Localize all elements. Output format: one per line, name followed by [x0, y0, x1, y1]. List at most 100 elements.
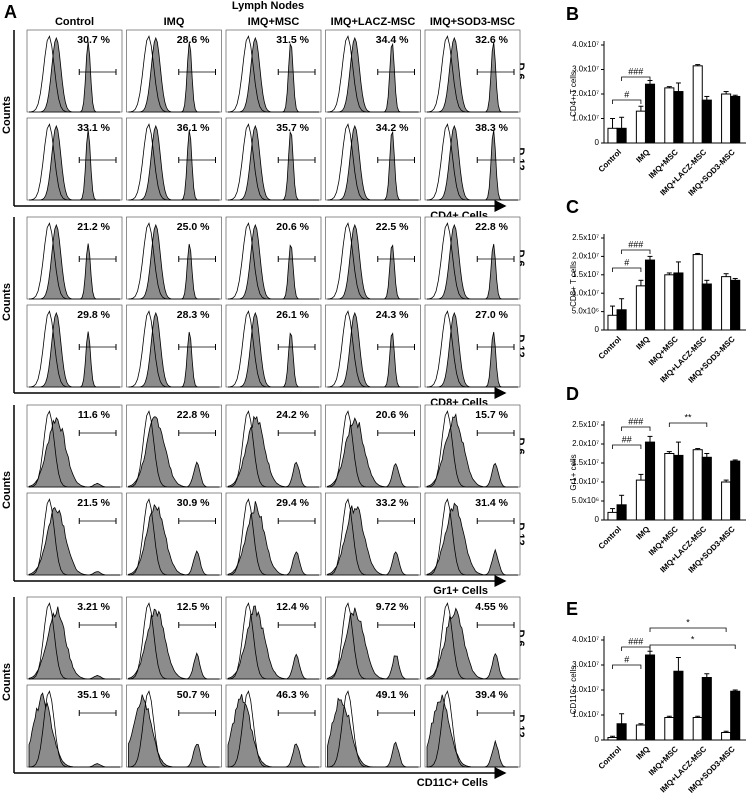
histogram-frame	[325, 216, 421, 300]
column-header: Control	[55, 16, 94, 28]
control-histogram	[128, 602, 220, 680]
histogram	[128, 608, 220, 680]
significance-mark: *	[686, 617, 690, 627]
y-axis-label: CD4+ T cells	[569, 71, 578, 117]
significance-mark: ###	[628, 416, 643, 426]
bar	[692, 449, 703, 521]
y-tick-label: 0	[595, 735, 600, 744]
control-histogram	[28, 498, 120, 576]
gate-percent: 34.2 %	[376, 122, 409, 134]
gate-percent: 49.1 %	[376, 689, 409, 701]
control-histogram	[327, 410, 419, 488]
control-histogram	[128, 410, 220, 488]
histogram	[426, 502, 518, 576]
control-histogram	[426, 222, 518, 300]
bar	[673, 91, 684, 144]
significance-mark: #	[624, 89, 629, 99]
control-histogram	[426, 123, 518, 201]
control-histogram	[28, 602, 120, 680]
histogram-frame	[126, 216, 222, 300]
gate-percent: 12.4 %	[276, 601, 309, 613]
histogram	[227, 501, 319, 576]
gate-percent: 3.21 %	[77, 601, 110, 613]
bar	[664, 87, 675, 144]
histogram-frame	[126, 29, 222, 113]
x-axis-label: CD11C+ Cells	[417, 777, 488, 789]
bar	[644, 259, 656, 331]
bar	[721, 93, 732, 144]
bar	[701, 677, 712, 741]
y-tick-label: 2.5x10⁷	[572, 420, 599, 429]
control-histogram	[28, 690, 120, 768]
gate-percent: 12.5 %	[177, 601, 210, 613]
significance-mark: ###	[628, 636, 643, 646]
gate-percent: 11.6 %	[78, 409, 111, 421]
bar	[701, 99, 712, 144]
y-tick-label: 1.0x10⁷	[572, 710, 599, 719]
bar	[607, 737, 618, 741]
significance-bracket	[668, 422, 708, 427]
control-histogram	[28, 222, 120, 300]
y-tick-label: 1.5x10⁷	[572, 270, 599, 279]
histogram-frame	[126, 117, 222, 201]
panel-title: Lymph Nodes	[232, 0, 304, 12]
gate-percent: 30.9 %	[177, 497, 210, 509]
y-tick-label: 1.0x10⁷	[572, 114, 599, 123]
bar	[701, 283, 712, 331]
bar	[607, 511, 618, 521]
y-axis-label: Counts	[1, 471, 13, 509]
bar	[721, 732, 732, 741]
significance-bracket	[649, 627, 727, 632]
histogram	[327, 505, 419, 576]
panel-letter: C	[566, 197, 579, 217]
bar	[701, 456, 712, 521]
bar	[635, 479, 646, 521]
gate-percent: 33.2 %	[376, 497, 409, 509]
x-tick-label: Control	[597, 525, 623, 551]
y-tick-label: 0	[595, 515, 600, 524]
histogram	[227, 415, 319, 488]
gate-percent: 9.72 %	[376, 601, 409, 613]
control-histogram	[227, 310, 319, 388]
bar	[730, 95, 741, 144]
significance-bracket	[612, 664, 642, 669]
control-histogram	[327, 222, 419, 300]
y-axis-label: CD11C+ cells	[569, 666, 578, 715]
y-axis-label: Counts	[1, 663, 13, 701]
y-tick-label: 2.5x10⁷	[572, 233, 599, 242]
control-histogram	[128, 123, 220, 201]
y-tick-label: 4.0x10⁷	[572, 40, 599, 49]
control-histogram	[128, 690, 220, 768]
gate-percent: 22.8 %	[475, 221, 508, 233]
control-histogram	[327, 602, 419, 680]
panel-letter: E	[566, 599, 578, 619]
gate-percent: 28.3 %	[177, 309, 210, 321]
control-histogram	[28, 310, 120, 388]
significance-mark: ###	[628, 239, 643, 249]
control-histogram	[327, 35, 419, 113]
gate-percent: 29.4 %	[276, 497, 309, 509]
control-histogram	[426, 690, 518, 768]
bar	[644, 83, 656, 144]
control-histogram	[426, 498, 518, 576]
control-histogram	[128, 310, 220, 388]
panel-letter: A	[4, 2, 17, 22]
gate-percent: 31.4 %	[475, 497, 508, 509]
control-histogram	[28, 123, 120, 201]
significance-bracket	[621, 646, 651, 651]
gate-percent: 28.6 %	[177, 34, 210, 46]
bar	[635, 110, 646, 144]
histogram	[128, 503, 220, 576]
panel-letter: B	[566, 4, 579, 24]
gate-percent: 35.1 %	[77, 689, 110, 701]
bar	[635, 285, 646, 331]
significance-mark: **	[685, 412, 693, 422]
bar	[692, 717, 703, 741]
bar	[721, 276, 732, 331]
bar	[673, 272, 684, 331]
gate-percent: 24.2 %	[276, 409, 309, 421]
y-tick-label: 2.0x10⁷	[572, 685, 599, 694]
histogram-frame	[424, 304, 521, 388]
x-axis-label: Gr1+ Cells	[433, 585, 488, 597]
control-histogram	[426, 35, 518, 113]
